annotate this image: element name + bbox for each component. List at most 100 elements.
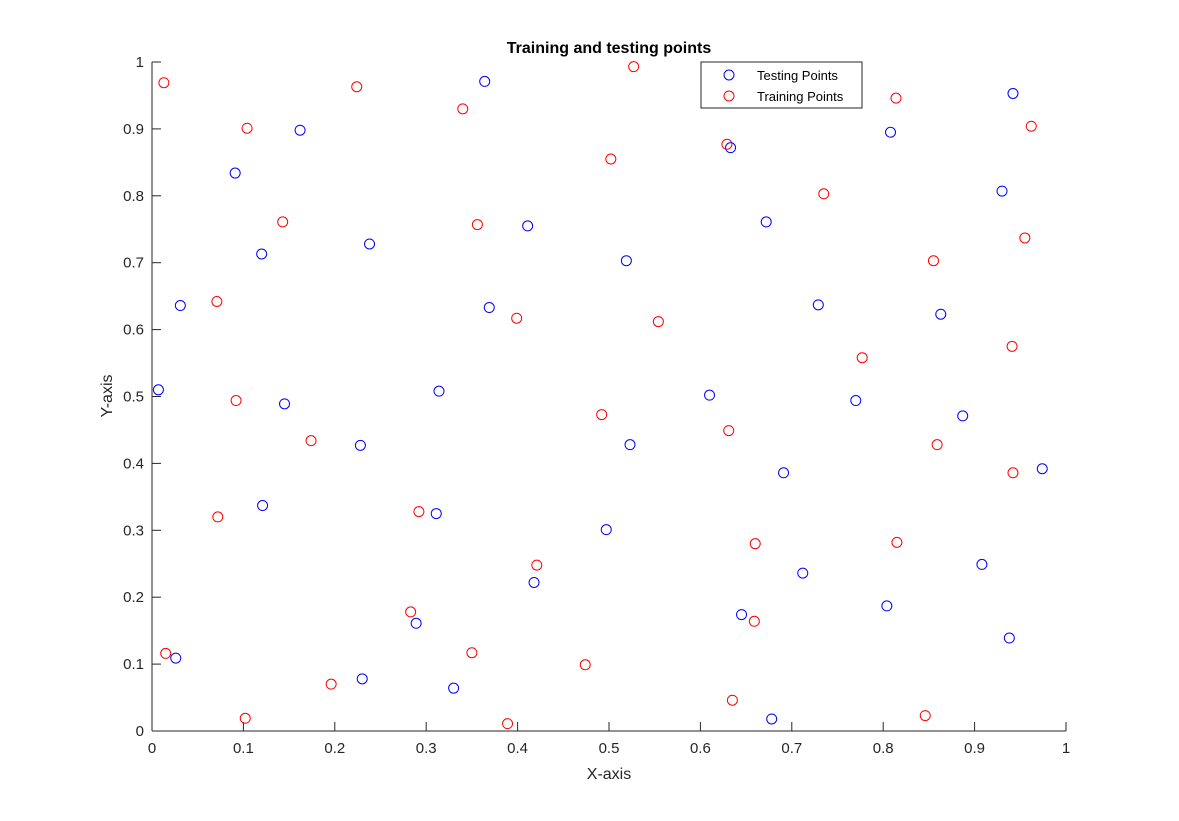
training-point	[748, 615, 760, 627]
y-tick-label: 1	[136, 54, 144, 71]
testing-point	[433, 385, 445, 397]
testing-point	[294, 124, 306, 136]
testing-point	[170, 652, 182, 664]
testing-point	[410, 617, 422, 629]
training-point	[721, 138, 733, 150]
training-point	[413, 506, 425, 518]
training-point	[605, 153, 617, 165]
legend: Testing Points Training Points	[700, 61, 863, 109]
testing-point	[976, 558, 988, 570]
training-point	[466, 647, 478, 659]
legend-label-testing: Testing Points	[757, 68, 838, 83]
y-axis-label: Y-axis	[99, 375, 116, 418]
x-axis-ticks: 0 0.1 0.2 0.3 0.4 0.5 0.6 0.7 0.8 0.9 1	[148, 722, 1070, 757]
training-point	[212, 511, 224, 523]
x-tick-label: 0.4	[507, 740, 528, 757]
testing-point	[152, 384, 164, 396]
testing-point	[256, 248, 268, 260]
testing-point	[522, 220, 534, 232]
testing-point	[624, 439, 636, 451]
y-tick-label: 0.9	[123, 121, 144, 138]
testing-point	[600, 524, 612, 536]
axes	[151, 62, 1066, 732]
testing-point	[174, 300, 186, 312]
training-point	[457, 103, 469, 115]
testing-point	[1007, 87, 1019, 99]
training-point	[890, 92, 902, 104]
training-point	[325, 678, 337, 690]
testing-point	[483, 302, 495, 314]
y-tick-label: 0.5	[123, 389, 144, 406]
training-point	[1007, 467, 1019, 479]
training-point	[1006, 340, 1018, 352]
testing-point	[354, 439, 366, 451]
testing-point	[766, 713, 778, 725]
training-point	[531, 559, 543, 571]
y-tick-label: 0.7	[123, 255, 144, 272]
x-tick-label: 0.2	[324, 740, 345, 757]
testing-point	[479, 75, 491, 87]
training-point	[652, 316, 664, 328]
testing-point	[279, 398, 291, 410]
training-point	[405, 606, 417, 618]
training-point	[726, 694, 738, 706]
training-point	[511, 312, 523, 324]
x-tick-label: 1	[1062, 740, 1070, 757]
testing-point	[812, 299, 824, 311]
testing-point	[736, 609, 748, 621]
data-points	[152, 61, 1048, 730]
training-point	[471, 219, 483, 231]
training-point	[351, 81, 363, 93]
training-point	[305, 435, 317, 447]
y-axis-ticks: 0 0.1 0.2 0.3 0.4 0.5 0.6 0.7 0.8 0.9 1	[123, 54, 161, 740]
training-point	[818, 188, 830, 200]
y-tick-label: 0	[136, 723, 144, 740]
x-axis-label: X-axis	[587, 766, 631, 783]
training-point	[596, 409, 608, 421]
x-tick-label: 0.7	[781, 740, 802, 757]
training-point	[230, 395, 242, 407]
testing-point	[797, 567, 809, 579]
testing-point	[935, 308, 947, 320]
training-point	[628, 61, 640, 73]
series-training-points	[158, 61, 1037, 730]
y-tick-label: 0.6	[123, 322, 144, 339]
y-tick-label: 0.4	[123, 455, 144, 472]
x-tick-label: 0.9	[964, 740, 985, 757]
testing-point	[704, 389, 716, 401]
training-point	[158, 77, 170, 89]
x-tick-label: 0	[148, 740, 156, 757]
testing-point	[430, 508, 442, 520]
testing-point	[257, 500, 269, 512]
training-point	[241, 122, 253, 134]
training-point	[579, 659, 591, 671]
testing-point	[725, 142, 737, 154]
testing-point	[528, 576, 540, 588]
testing-point	[885, 126, 897, 138]
y-tick-label: 0.3	[123, 522, 144, 539]
testing-point	[620, 255, 632, 267]
legend-marker-training	[723, 90, 735, 102]
testing-point	[881, 600, 893, 612]
x-tick-label: 0.6	[690, 740, 711, 757]
x-tick-label: 0.3	[416, 740, 437, 757]
testing-point	[1036, 463, 1048, 475]
testing-point	[448, 682, 460, 694]
testing-point	[778, 467, 790, 479]
y-tick-label: 0.2	[123, 589, 144, 606]
training-point	[160, 647, 172, 659]
testing-point	[957, 410, 969, 422]
testing-point	[850, 395, 862, 407]
training-point	[1025, 120, 1037, 132]
training-point	[891, 536, 903, 548]
training-point	[502, 718, 514, 730]
testing-point	[229, 167, 241, 179]
training-point	[927, 255, 939, 267]
training-point	[749, 538, 761, 550]
testing-point	[356, 673, 368, 685]
x-tick-label: 0.8	[873, 740, 894, 757]
x-tick-label: 0.1	[233, 740, 254, 757]
legend-label-training: Training Points	[757, 89, 844, 104]
training-point	[1019, 232, 1031, 244]
